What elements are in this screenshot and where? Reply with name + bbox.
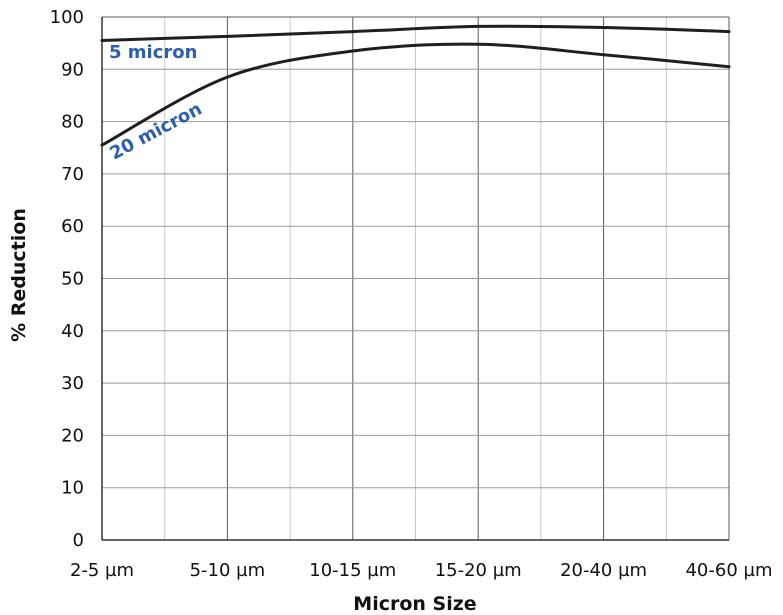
x-tick-label: 15-20 µm: [435, 560, 522, 581]
series-label-5-micron: 5 micron: [109, 42, 197, 63]
x-tick-label: 20-40 µm: [560, 560, 647, 581]
x-tick-label: 5-10 µm: [190, 560, 266, 581]
series-lines: [100, 24, 731, 147]
series-line-20-micron: [100, 42, 731, 147]
x-tick-label: 2-5 µm: [70, 560, 134, 581]
y-tick-label: 50: [61, 269, 84, 290]
x-tick-labels: 2-5 µm 5-10 µm 10-15 µm 15-20 µm 20-40 µm 40-…: [70, 560, 773, 581]
y-tick-label: 90: [61, 59, 84, 80]
y-tick-label: 0: [73, 530, 84, 551]
y-tick-label: 60: [61, 216, 84, 237]
y-tick-label: 30: [61, 373, 84, 394]
major-gridlines: [102, 17, 729, 540]
series-label-20-micron: 20 micron: [106, 98, 205, 164]
axes: [101, 16, 730, 541]
y-tick-label: 10: [61, 478, 84, 499]
y-tick-label: 70: [61, 164, 84, 185]
series-line-5-micron: [100, 24, 731, 42]
y-tick-label: 40: [61, 321, 84, 342]
x-tick-label: 40-60 µm: [685, 560, 772, 581]
y-axis-title: % Reduction: [8, 208, 30, 342]
y-tick-label: 100: [50, 7, 84, 28]
x-axis-title: Micron Size: [353, 593, 476, 615]
series-labels: 5 micron 20 micron: [106, 42, 205, 164]
x-tick-label: 10-15 µm: [309, 560, 396, 581]
y-tick-label: 80: [61, 112, 84, 133]
y-tick-label: 20: [61, 425, 84, 446]
y-tick-labels: 0 10 20 30 40 50 60 70 80 90 100: [50, 7, 84, 551]
